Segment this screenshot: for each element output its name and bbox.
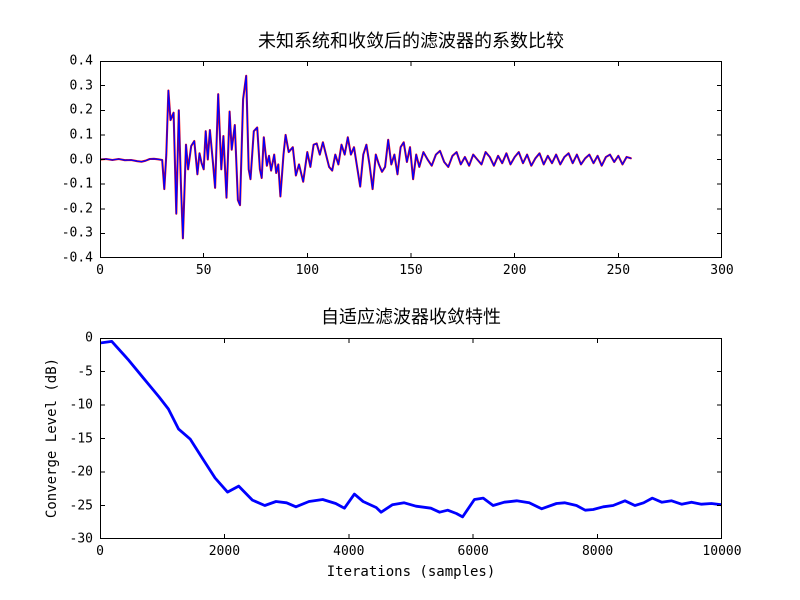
- y-tick-label: -20: [69, 464, 93, 480]
- x-tick-label: 200: [502, 263, 527, 278]
- coefficient-comparison-plot-area: [100, 61, 722, 258]
- x-tick-label: 250: [606, 263, 631, 278]
- x-tick-label: 2000: [208, 544, 241, 559]
- y-tick-label: 0: [85, 330, 93, 346]
- y-tick-label: -25: [69, 498, 93, 513]
- x-tick-label: 10000: [702, 544, 742, 559]
- y-tick-label: 0.2: [69, 102, 93, 118]
- y-tick-label: -5: [77, 364, 93, 379]
- axes-frame: [100, 61, 722, 258]
- x-tick-label: 4000: [333, 544, 365, 559]
- converged-filter-coefficients-line: [100, 75, 632, 239]
- x-tick-label: 150: [399, 263, 423, 278]
- y-tick-label: -0.1: [61, 176, 93, 192]
- y-tick-label: -0.3: [61, 225, 93, 241]
- y-tick-label: -10: [69, 397, 93, 413]
- subplot1-title: 未知系统和收敛后的滤波器的系数比较: [258, 31, 564, 51]
- y-tick-label: -0.2: [61, 201, 93, 217]
- x-tick-label: 300: [710, 263, 734, 278]
- convergence-level-line: [100, 340, 722, 519]
- subplot2-axes: 0 2000 4000 6000 8000 10000 0 -5 -10 -15 -20 -25 -30: [70, 332, 742, 559]
- x-tick-label: 0: [96, 544, 104, 559]
- x-tick-label: 100: [295, 263, 320, 278]
- subplot1-axes: 0 50 100 150 200 250 300 0.4 0.3 0.2 0.1 0.0 -0.1 -0.…: [62, 55, 734, 278]
- subplot2-title: 自适应滤波器收敛特性: [321, 307, 501, 327]
- y-tick-label: -0.4: [61, 250, 93, 266]
- y-tick-label: 0.0: [69, 152, 93, 167]
- y-tick-label: 0.4: [69, 53, 93, 69]
- y-tick-label: -15: [69, 431, 93, 446]
- x-tick-label: 50: [195, 263, 212, 278]
- x-tick-label: 8000: [581, 544, 614, 559]
- x-tick-label: 0: [96, 263, 104, 278]
- y-tick-label: 0.3: [69, 78, 93, 94]
- subplot2-x-axis-label: Iterations (samples): [326, 564, 496, 580]
- convergence-characteristic-plot-area: [100, 338, 722, 539]
- y-tick-label: 0.1: [69, 127, 93, 143]
- y-tick-label: -30: [69, 531, 93, 547]
- axes-frame: [100, 338, 722, 539]
- x-tick-label: 6000: [457, 544, 489, 559]
- subplot2-y-axis-label: Converge Level (dB): [44, 357, 60, 519]
